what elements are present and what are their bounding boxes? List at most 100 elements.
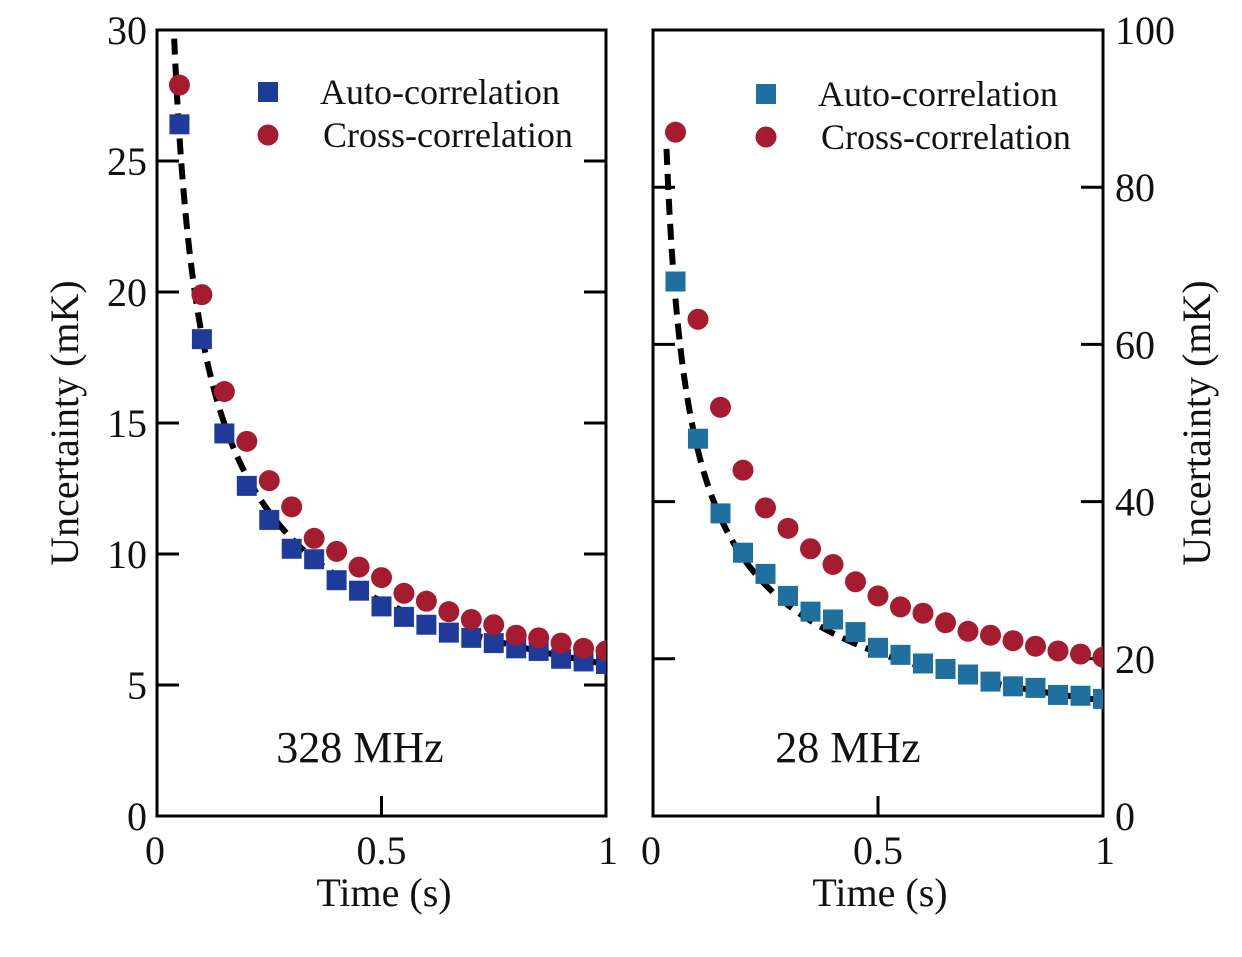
x-tick-label: 1 [598,828,618,873]
cross-correlation-point [213,381,235,403]
y-tick-label: 60 [1115,322,1155,367]
auto-correlation-point [483,633,504,654]
legend-label-cross: Cross-correlation [323,115,573,155]
data-layer [168,30,606,675]
x-tick-label: 0.5 [357,828,407,873]
cross-correlation-point [236,430,258,452]
cross-correlation-point [1070,643,1091,665]
cross-correlation-point [777,517,799,539]
cross-correlation-point [550,632,572,654]
auto-correlation-point [1070,685,1091,706]
cross-correlation-point [755,497,776,519]
y-tick-label: 10 [107,532,147,577]
y-tick-label: 15 [107,401,147,446]
auto-correlation-point [393,606,414,627]
cross-correlation-point [415,590,437,612]
y-tick-label: 5 [127,663,147,708]
y-tick-label: 40 [1115,480,1155,525]
cross-correlation-point [912,602,934,624]
cross-correlation-point [957,620,979,642]
legend-square-marker [258,82,278,102]
legend-circle-marker [755,126,777,148]
x-tick-label: 0 [641,828,661,873]
auto-correlation-point [710,503,731,524]
x-tick-label: 0.5 [853,828,903,873]
frequency-label: 28 MHz [775,723,920,772]
legend-label-cross: Cross-correlation [821,117,1071,157]
cross-correlation-point [595,640,606,662]
cross-correlation-point [980,624,1001,646]
y-tick-label: 25 [107,139,147,184]
cross-correlation-point [393,582,415,604]
auto-correlation-point [845,622,866,643]
auto-correlation-point [281,538,302,559]
auto-correlation-point [800,601,821,622]
auto-correlation-point [733,542,753,563]
cross-correlation-point [326,540,348,562]
cross-correlation-point [822,553,844,575]
x-tick-label: 0 [145,828,165,873]
auto-correlation-point [259,509,280,530]
cross-correlation-point [1002,630,1024,652]
x-axis-title: Time (s) [812,870,947,915]
y-tick-label: 20 [1115,637,1155,682]
x-axis-title: Time (s) [316,870,451,915]
fit-curve [663,148,1103,704]
cross-correlation-point [800,538,821,560]
legend-label-auto: Auto-correlation [818,74,1058,114]
cross-correlation-point [573,637,595,659]
auto-correlation-point [868,637,888,658]
auto-correlation-point [461,627,482,648]
auto-correlation-point [890,644,911,665]
auto-correlation-point [596,654,606,675]
cross-correlation-point [867,585,889,607]
auto-correlation-point [304,549,325,570]
auto-correlation-point [551,648,572,669]
cross-correlation-point [191,284,213,306]
cross-correlation-point [348,556,370,578]
auto-correlation-point [236,475,257,496]
auto-correlation-point [416,614,437,635]
cross-correlation-point [460,609,482,630]
cross-correlation-point [890,596,911,618]
auto-correlation-point [688,428,708,449]
y-tick-label: 80 [1115,165,1155,210]
auto-correlation-point [935,659,956,680]
fit-curve [170,30,606,667]
y-tick-label: 20 [107,270,147,315]
auto-correlation-point [438,622,459,643]
y-axis-title: Uncertainty (mK) [1174,280,1219,565]
auto-correlation-point [755,563,776,584]
auto-correlation-point [326,570,347,591]
auto-correlation-point [1003,676,1023,697]
auto-correlation-point [191,329,212,350]
auto-correlation-point [958,664,978,685]
frequency-label: 328 MHz [276,723,443,772]
cross-correlation-point [732,459,754,481]
y-tick-label: 30 [107,8,147,53]
cross-correlation-point [665,121,686,143]
cross-correlation-point [1025,635,1046,657]
auto-correlation-point [1025,677,1046,698]
legend-label-auto: Auto-correlation [320,72,560,112]
auto-correlation-point [169,114,190,135]
cross-correlation-point [258,470,280,492]
y-tick-label: 0 [127,794,147,839]
auto-correlation-point [823,609,843,630]
auto-correlation-point [1093,688,1103,709]
cross-correlation-point [845,571,866,593]
legend-square-marker [756,84,776,104]
cross-correlation-point [505,624,527,646]
auto-correlation-point [1048,684,1068,705]
cross-correlation-point [935,612,956,634]
data-layer [663,121,1103,709]
cross-correlation-point [303,527,325,549]
cross-correlation-point [710,396,731,418]
cross-correlation-point [438,601,460,623]
cross-correlation-point [1092,646,1103,668]
cross-correlation-point [1047,640,1069,662]
y-tick-label: 100 [1115,8,1175,53]
auto-correlation-point [980,671,1001,692]
y-axis-title: Uncertainty (mK) [42,280,87,565]
